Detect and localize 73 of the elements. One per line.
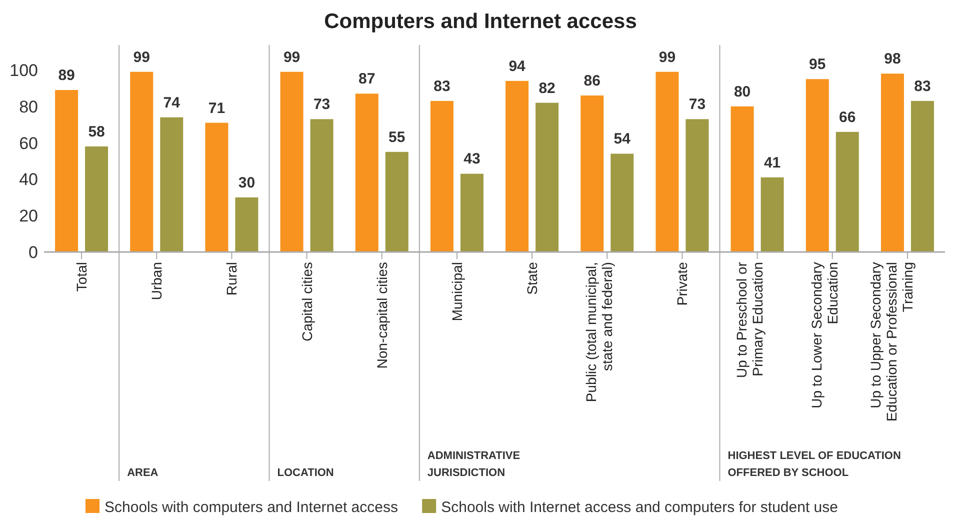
bar — [235, 197, 258, 252]
data-label: 71 — [208, 100, 226, 117]
data-label: 98 — [884, 50, 901, 68]
data-label: 86 — [584, 72, 600, 90]
data-label: 82 — [538, 80, 556, 97]
text: HIGHEST LEVEL OF EDUCATION OFFERED BY SCHOOL — [728, 450, 901, 479]
x-tick-label: Non-capital cities — [374, 262, 390, 369]
data-label: 43 — [464, 150, 480, 168]
bar — [460, 174, 484, 252]
bar — [55, 90, 78, 252]
x-tick-label: Up to Preschool or Primary Education — [733, 262, 766, 378]
data-label: 73 — [313, 96, 330, 114]
data-label: 87 — [358, 70, 376, 88]
bar — [160, 117, 184, 252]
y-tick-label: 0 — [28, 242, 38, 262]
bar — [85, 146, 108, 252]
x-tick-label: Up to Upper Secondary Education or Professional Training — [867, 262, 916, 422]
bar — [430, 100, 454, 252]
bar — [355, 94, 378, 252]
x-tick-label: State — [524, 262, 540, 295]
bar — [280, 72, 304, 252]
x-tick-label: Urban — [148, 262, 165, 300]
data-label: 73 — [688, 96, 706, 114]
y-tick-label: 60 — [19, 134, 38, 153]
y-tick-label: 80 — [19, 97, 38, 116]
data-label: 30 — [238, 174, 256, 192]
data-label: 83 — [914, 78, 931, 95]
bar — [730, 106, 754, 252]
data-label: 58 — [88, 123, 105, 140]
data-label: 95 — [809, 56, 826, 74]
bar — [536, 102, 559, 252]
chart-title: Computers and Internet access — [324, 10, 637, 33]
bar — [806, 79, 829, 252]
data-label: 99 — [658, 48, 676, 66]
bar — [836, 132, 859, 252]
x-tick-label: Up to Lower Secondary Education — [808, 262, 840, 408]
data-label: 66 — [839, 108, 856, 126]
data-label: 54 — [614, 130, 632, 148]
bar — [130, 72, 154, 252]
bar — [205, 122, 228, 252]
bar — [580, 95, 604, 252]
x-tick-label: Capital cities — [298, 262, 315, 342]
bar — [656, 72, 679, 252]
text: LOCATION — [277, 467, 334, 479]
x-tick-label: Municipal — [448, 262, 465, 322]
data-label: 74 — [163, 94, 181, 112]
data-label: 89 — [58, 67, 75, 84]
bar — [506, 80, 529, 252]
data-label: 80 — [734, 83, 751, 100]
text: AREA — [127, 467, 158, 479]
y-tick-label: 100 — [10, 60, 38, 80]
data-label: 41 — [764, 154, 781, 172]
y-tick-label: 40 — [19, 170, 38, 190]
text: ADMINISTRATIVE JURISDICTION — [427, 450, 520, 479]
bar — [385, 152, 408, 252]
data-label: 99 — [283, 48, 300, 66]
bar — [610, 154, 634, 252]
y-tick-label: 20 — [19, 206, 38, 226]
x-tick-label: Total — [74, 262, 90, 292]
x-tick-label: Public (total municipal, state and federal) — [583, 262, 616, 402]
legend-label: Schools with computers and Internet access — [104, 499, 398, 516]
data-label: 94 — [508, 58, 526, 75]
legend-label: Schools with Internet access and computers for student use — [441, 499, 838, 516]
x-tick-label: Rural — [224, 262, 240, 296]
x-tick-label: Private — [674, 262, 690, 306]
data-label: 55 — [388, 128, 406, 146]
bar — [760, 177, 784, 252]
data-label: 99 — [133, 48, 150, 66]
bar — [880, 74, 904, 252]
bar — [310, 119, 334, 252]
data-label: 83 — [434, 78, 450, 95]
bar — [686, 119, 709, 252]
bar — [910, 100, 934, 252]
